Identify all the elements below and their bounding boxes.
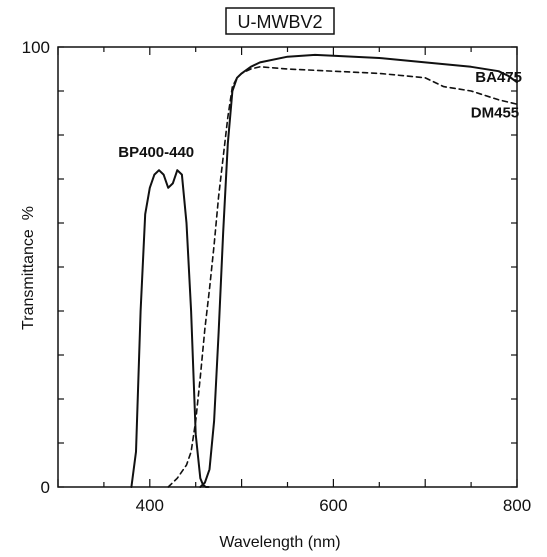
y-tick-label: 100 [22,38,50,57]
x-axis-title: Wavelength (nm) [219,534,340,551]
series-dm455-line [167,66,518,488]
chart-title-frame [225,7,335,35]
y-tick-label: 0 [41,478,50,497]
series-label-ba475: BA475 [475,69,522,86]
axis-ticks [57,46,518,488]
series-bp400-440-line [130,169,210,488]
series-label-dm455: DM455 [471,104,519,121]
x-tick-label: 800 [503,496,531,515]
series-annotations: BP400-440 BA475 DM455 [118,69,522,161]
x-tick-label: 400 [136,496,164,515]
plot-area-frame [57,46,518,488]
chart-title-box: U-MWBV2 [225,7,335,35]
series-ba475-line [199,53,518,488]
chart-title: U-MWBV2 [238,12,323,32]
data-series [130,53,518,488]
y-axis-title: Transmittance % [20,206,37,330]
series-label-bp400-440: BP400-440 [118,144,194,161]
x-tick-label: 600 [319,496,347,515]
axis-tick-labels: 400 600 800 0 100 [22,38,532,515]
